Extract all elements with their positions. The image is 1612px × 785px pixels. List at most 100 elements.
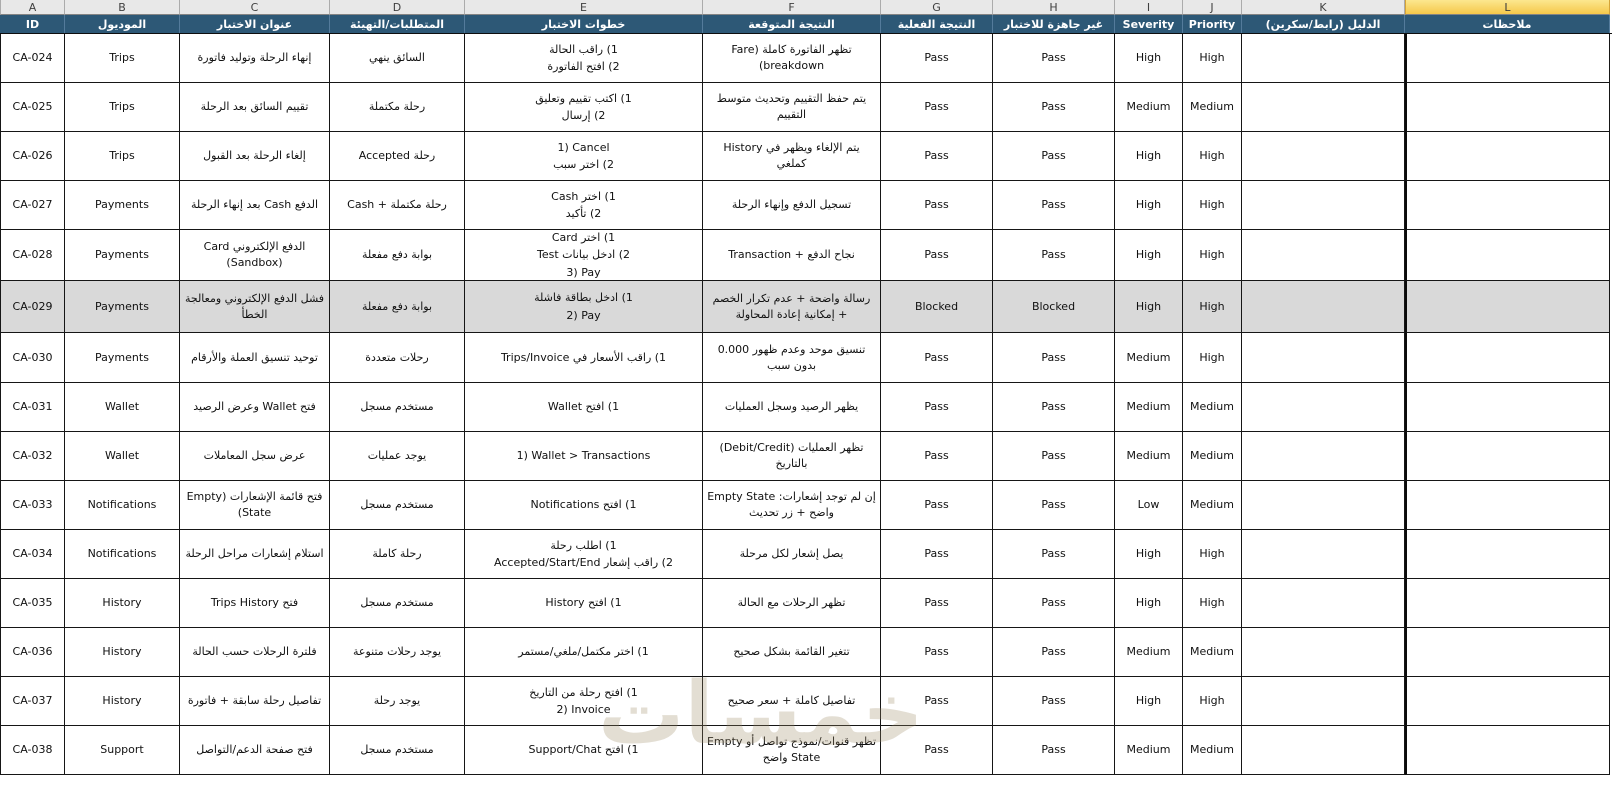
cell-readiness[interactable]: Pass [993, 579, 1115, 628]
cell-readiness[interactable]: Pass [993, 677, 1115, 726]
cell-priority[interactable]: High [1183, 181, 1242, 230]
column-header-G[interactable]: G [881, 0, 993, 15]
cell-notes[interactable] [1405, 530, 1610, 579]
cell-setup[interactable]: بوابة دفع مفعلة [330, 230, 465, 281]
cell-evidence[interactable] [1242, 530, 1405, 579]
column-header-A[interactable]: A [0, 0, 65, 15]
cell-expected[interactable]: يتم حفظ التقييم وتحديث متوسط التقييم [703, 83, 881, 132]
cell-notes[interactable] [1405, 181, 1610, 230]
cell-expected[interactable]: يظهر الرصيد وسجل العمليات [703, 383, 881, 432]
cell-steps[interactable]: 1) افتح Notifications [465, 481, 703, 530]
cell-module[interactable]: Notifications [65, 481, 180, 530]
cell-title[interactable]: فتح Trips History [180, 579, 330, 628]
cell-priority[interactable]: Medium [1183, 726, 1242, 775]
header-cell-evidence[interactable]: الدليل (رابط/سكرين) [1242, 15, 1405, 33]
cell-id[interactable]: CA-037 [0, 677, 65, 726]
cell-notes[interactable] [1405, 333, 1610, 383]
cell-evidence[interactable] [1242, 132, 1405, 181]
cell-evidence[interactable] [1242, 34, 1405, 83]
header-cell-readiness[interactable]: غير جاهزة للاختبار [993, 15, 1115, 33]
cell-actual[interactable]: Pass [881, 628, 993, 677]
cell-id[interactable]: CA-027 [0, 181, 65, 230]
cell-actual[interactable]: Pass [881, 481, 993, 530]
cell-actual[interactable]: Pass [881, 432, 993, 481]
column-header-H[interactable]: H [993, 0, 1115, 15]
cell-severity[interactable]: Medium [1115, 726, 1183, 775]
cell-module[interactable]: History [65, 579, 180, 628]
cell-actual[interactable]: Pass [881, 530, 993, 579]
cell-setup[interactable]: رحلة مكتملة + Cash [330, 181, 465, 230]
cell-setup[interactable]: السائق ينهي [330, 34, 465, 83]
cell-steps[interactable]: 1) ادخل بطاقة فاشلة 2) Pay [465, 281, 703, 333]
cell-priority[interactable]: High [1183, 677, 1242, 726]
cell-title[interactable]: تفاصيل رحلة سابقة + فاتورة [180, 677, 330, 726]
cell-id[interactable]: CA-036 [0, 628, 65, 677]
cell-priority[interactable]: High [1183, 281, 1242, 333]
cell-actual[interactable]: Pass [881, 579, 993, 628]
column-header-E[interactable]: E [465, 0, 703, 15]
cell-actual[interactable]: Pass [881, 677, 993, 726]
cell-title[interactable]: الدفع Cash بعد إنهاء الرحلة [180, 181, 330, 230]
cell-expected[interactable]: تتغير القائمة بشكل صحيح [703, 628, 881, 677]
cell-id[interactable]: CA-033 [0, 481, 65, 530]
cell-readiness[interactable]: Pass [993, 628, 1115, 677]
cell-actual[interactable]: Pass [881, 726, 993, 775]
cell-steps[interactable]: 1) Wallet > Transactions [465, 432, 703, 481]
cell-steps[interactable]: 1) افتح رحلة من التاريخ 2) Invoice [465, 677, 703, 726]
cell-notes[interactable] [1405, 34, 1610, 83]
cell-title[interactable]: فشل الدفع الإلكتروني ومعالجة الخطأ [180, 281, 330, 333]
cell-setup[interactable]: مستخدم مسجل [330, 579, 465, 628]
column-header-D[interactable]: D [330, 0, 465, 15]
header-cell-priority[interactable]: Priority [1183, 15, 1242, 33]
header-cell-title[interactable]: عنوان الاختبار [180, 15, 330, 33]
cell-setup[interactable]: رحلة كاملة [330, 530, 465, 579]
cell-readiness[interactable]: Pass [993, 34, 1115, 83]
cell-readiness[interactable]: Pass [993, 181, 1115, 230]
cell-title[interactable]: فلترة الرحلات حسب الحالة [180, 628, 330, 677]
cell-id[interactable]: CA-028 [0, 230, 65, 281]
cell-priority[interactable]: Medium [1183, 628, 1242, 677]
cell-severity[interactable]: High [1115, 230, 1183, 281]
cell-evidence[interactable] [1242, 432, 1405, 481]
cell-module[interactable]: Wallet [65, 383, 180, 432]
cell-module[interactable]: Payments [65, 181, 180, 230]
cell-expected[interactable]: يصل إشعار لكل مرحلة [703, 530, 881, 579]
column-header-F[interactable]: F [703, 0, 881, 15]
header-cell-module[interactable]: الموديول [65, 15, 180, 33]
cell-expected[interactable]: تظهر الفاتورة كاملة (Fare breakdown) [703, 34, 881, 83]
cell-steps[interactable]: 1) افتح Support/Chat [465, 726, 703, 775]
column-header-B[interactable]: B [65, 0, 180, 15]
cell-actual[interactable]: Pass [881, 34, 993, 83]
header-cell-id[interactable]: ID [0, 15, 65, 33]
cell-notes[interactable] [1405, 579, 1610, 628]
cell-severity[interactable]: High [1115, 281, 1183, 333]
cell-module[interactable]: Support [65, 726, 180, 775]
cell-severity[interactable]: Low [1115, 481, 1183, 530]
cell-title[interactable]: عرض سجل المعاملات [180, 432, 330, 481]
cell-severity[interactable]: High [1115, 530, 1183, 579]
cell-id[interactable]: CA-035 [0, 579, 65, 628]
cell-actual[interactable]: Pass [881, 132, 993, 181]
cell-steps[interactable]: 1) راقب الحالة 2) افتح الفاتورة [465, 34, 703, 83]
cell-severity[interactable]: Medium [1115, 432, 1183, 481]
cell-readiness[interactable]: Blocked [993, 281, 1115, 333]
cell-readiness[interactable]: Pass [993, 333, 1115, 383]
cell-expected[interactable]: رسالة واضحة + عدم تكرار الخصم + إمكانية … [703, 281, 881, 333]
column-header-L[interactable]: L [1405, 0, 1610, 15]
cell-severity[interactable]: High [1115, 181, 1183, 230]
cell-title[interactable]: إلغاء الرحلة بعد القبول [180, 132, 330, 181]
cell-setup[interactable]: يوجد عمليات [330, 432, 465, 481]
cell-module[interactable]: Payments [65, 281, 180, 333]
header-cell-severity[interactable]: Severity [1115, 15, 1183, 33]
cell-severity[interactable]: Medium [1115, 383, 1183, 432]
cell-notes[interactable] [1405, 83, 1610, 132]
header-cell-steps[interactable]: خطوات الاختبار [465, 15, 703, 33]
cell-actual[interactable]: Blocked [881, 281, 993, 333]
cell-notes[interactable] [1405, 481, 1610, 530]
cell-actual[interactable]: Pass [881, 383, 993, 432]
cell-id[interactable]: CA-038 [0, 726, 65, 775]
cell-setup[interactable]: رحلات متعددة [330, 333, 465, 383]
cell-evidence[interactable] [1242, 230, 1405, 281]
cell-priority[interactable]: Medium [1183, 383, 1242, 432]
cell-title[interactable]: فتح Wallet وعرض الرصيد [180, 383, 330, 432]
